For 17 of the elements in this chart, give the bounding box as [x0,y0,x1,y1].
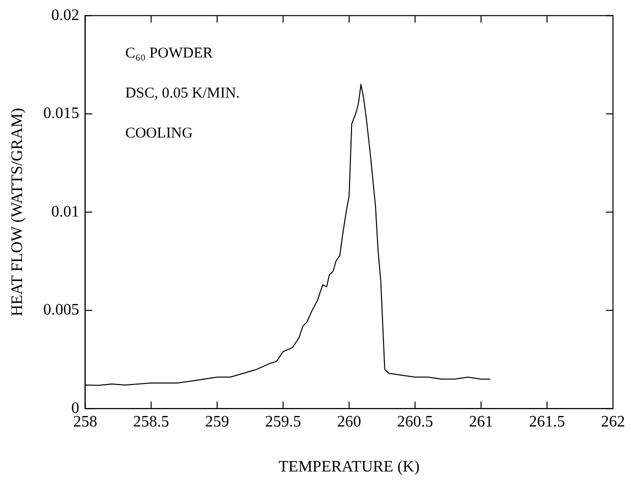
x-tick-label: 260.5 [397,413,434,430]
x-tick-label: 261.5 [529,413,566,430]
x-tick-label: 258.5 [133,413,170,430]
y-tick-label: 0.005 [43,302,80,319]
x-axis-title: TEMPERATURE (K) [278,458,420,476]
annotation: C₆₀ POWDER [125,46,213,62]
x-tick-label: 259.5 [265,413,302,430]
x-tick-label: 259 [205,413,230,430]
y-tick-label: 0.01 [51,203,80,220]
annotation: COOLING [125,126,193,142]
x-tick-label: 260 [337,413,362,430]
y-axis-title: HEAT FLOW (WATTS/GRAM) [8,108,26,316]
x-tick-label: 261 [469,413,494,430]
annotation: DSC, 0.05 K/MIN. [125,86,240,102]
y-tick-label: 0.015 [43,105,80,122]
x-tick-label: 262 [601,413,625,430]
y-tick-label: 0.02 [51,6,80,24]
